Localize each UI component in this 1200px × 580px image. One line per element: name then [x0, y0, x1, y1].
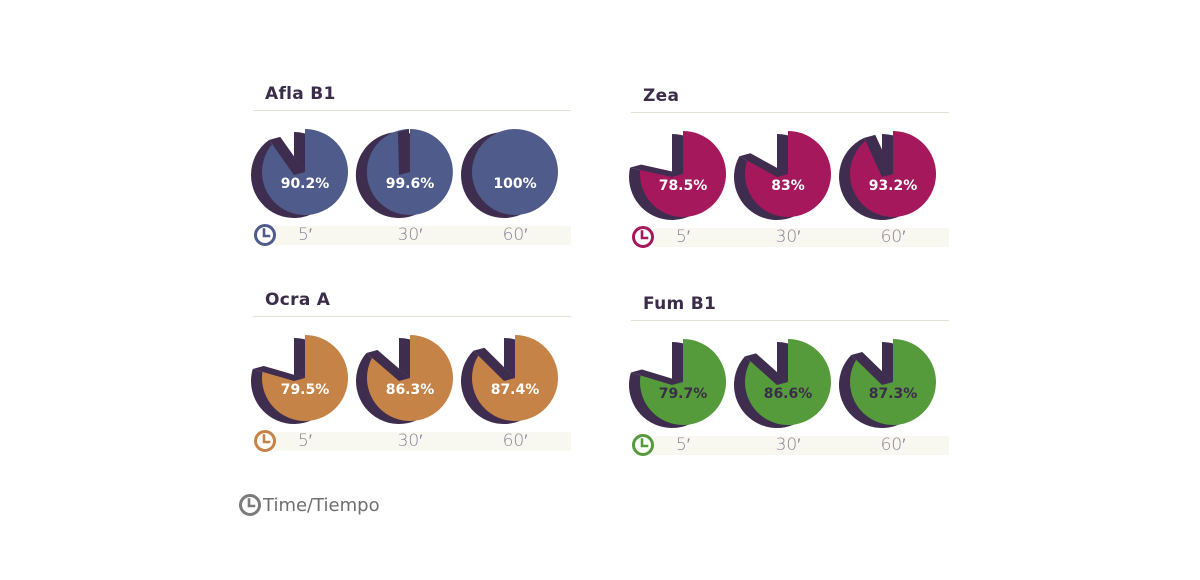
data-label: 90.2% — [281, 176, 330, 192]
clock-icon — [239, 494, 261, 516]
time-tick-label: 5′ — [297, 431, 312, 451]
pie-3: 87.3% — [838, 339, 936, 428]
pie-3: 93.2% — [839, 131, 937, 220]
pie-cut-edge — [630, 369, 683, 385]
pie-cut-edge — [630, 164, 683, 177]
chart-panel-fum-b1: Fum B1 79.7% 86.6% 87.3% 5′ 30′ 60′ — [629, 294, 971, 484]
title-divider — [631, 320, 949, 321]
title-divider — [253, 316, 571, 317]
data-label: 78.5% — [659, 178, 708, 194]
pie-1: 90.2% — [250, 129, 348, 218]
pie-slice — [472, 129, 558, 215]
title-divider — [631, 112, 949, 113]
chart-title: Afla B1 — [265, 84, 336, 104]
title-divider — [253, 110, 571, 111]
pie-2: 99.6% — [355, 129, 453, 218]
pie-cut-edge — [366, 349, 410, 381]
pie-2: 86.3% — [355, 335, 453, 424]
clock-icon — [632, 226, 654, 248]
chart-title: Ocra A — [265, 290, 331, 310]
data-label: 86.3% — [386, 382, 435, 398]
data-label: 86.6% — [764, 386, 813, 402]
data-label: 99.6% — [386, 176, 435, 192]
data-label: 100% — [493, 176, 536, 192]
pie-slice — [850, 131, 937, 217]
pie-slice — [262, 335, 349, 421]
pie-cut-edge — [252, 366, 305, 381]
pie-1: 79.7% — [629, 339, 726, 428]
pie-cut-edge — [397, 129, 410, 175]
clock-icon — [632, 434, 654, 456]
pie-1: 79.5% — [251, 335, 349, 424]
time-axis-band — [653, 228, 949, 247]
chart-title: Zea — [643, 86, 680, 106]
time-tick-label: 30′ — [397, 225, 423, 245]
chart-panel-ocra-a: Ocra A 79.5% 86.3% 87.4% 5′ 30′ 60′ — [251, 290, 593, 480]
pie-2: 83% — [733, 131, 831, 220]
pie-cut-edge — [744, 353, 788, 385]
time-axis-band — [653, 436, 949, 455]
pie-cut-edge — [473, 347, 515, 381]
time-tick-label: 60′ — [880, 227, 906, 247]
pie-3: 100% — [461, 129, 558, 218]
pie-1: 78.5% — [629, 131, 727, 220]
pie-group: 78.5% 83% 93.2% — [629, 131, 937, 220]
chart-title: Fum B1 — [643, 294, 717, 314]
pie-group: 79.5% 86.3% 87.4% — [251, 335, 558, 424]
pie-cut-edge — [864, 134, 893, 177]
clock-icon — [254, 224, 276, 246]
data-label: 83% — [771, 178, 805, 194]
time-axis-band — [275, 226, 571, 245]
pie-cut-edge — [739, 153, 788, 177]
data-label: 87.3% — [869, 386, 918, 402]
pie-slice — [640, 131, 727, 217]
time-tick-label: 5′ — [675, 435, 690, 455]
time-tick-label: 5′ — [297, 225, 312, 245]
time-tick-label: 60′ — [502, 225, 528, 245]
clock-icon — [254, 430, 276, 452]
chart-panel-afla-b1: Afla B1 90.2% 99.6% 100% 5′ 30′ 60′ — [250, 84, 593, 274]
pie-cut-edge — [851, 351, 893, 385]
chart-panel-zea: Zea 78.5% 83% 93.2% 5′ 30′ 60′ — [629, 86, 971, 276]
time-tick-label: 30′ — [775, 227, 801, 247]
data-label: 93.2% — [869, 178, 918, 194]
time-tick-label: 5′ — [675, 227, 690, 247]
legend-label: Time/Tiempo — [263, 495, 380, 516]
pie-cut-edge — [269, 136, 305, 175]
pie-3: 87.4% — [460, 335, 558, 424]
time-tick-label: 30′ — [397, 431, 423, 451]
time-tick-label: 60′ — [502, 431, 528, 451]
data-label: 79.7% — [659, 386, 708, 402]
data-label: 87.4% — [491, 382, 540, 398]
pie-group: 79.7% 86.6% 87.3% — [629, 339, 936, 428]
pie-2: 86.6% — [733, 339, 831, 428]
time-tick-label: 60′ — [880, 435, 906, 455]
time-tick-label: 30′ — [775, 435, 801, 455]
time-axis-band — [275, 432, 571, 451]
pie-group: 90.2% 99.6% 100% — [250, 129, 558, 218]
data-label: 79.5% — [281, 382, 330, 398]
